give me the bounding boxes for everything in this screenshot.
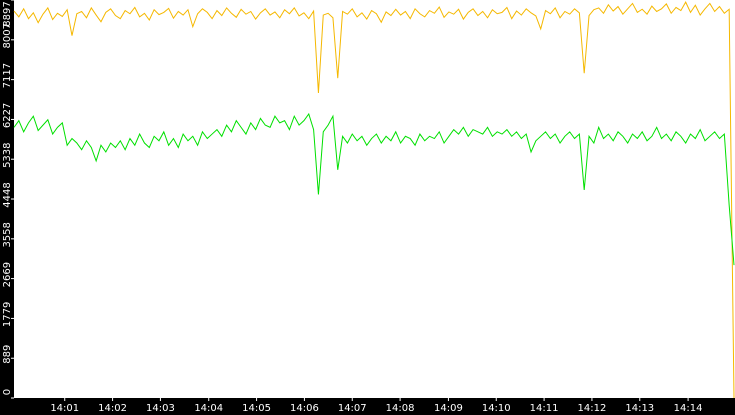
x-tick-label: 14:09 xyxy=(434,403,463,414)
y-tick-label: 8897 xyxy=(2,1,13,26)
y-tick-label: 2669 xyxy=(2,262,13,287)
y-tick-label: 1779 xyxy=(2,302,13,327)
y-tick-label: 3558 xyxy=(2,222,13,247)
y-tick-label: 6227 xyxy=(2,103,13,128)
y-tick-label: 0 xyxy=(2,389,13,395)
x-tick-label: 14:05 xyxy=(242,403,271,414)
x-tick-label: 14:02 xyxy=(98,403,127,414)
y-tick-label: 8007 xyxy=(2,23,13,48)
y-tick-label: 7117 xyxy=(2,63,13,88)
x-tick-label: 14:01 xyxy=(50,403,79,414)
x-tick-label: 14:08 xyxy=(386,403,415,414)
series-line xyxy=(13,112,735,266)
x-tick-label: 14:04 xyxy=(194,403,223,414)
plot-area xyxy=(14,0,735,398)
y-tick-label: 889 xyxy=(2,345,13,364)
x-tick-label: 14:03 xyxy=(146,403,175,414)
x-tick-label: 14:11 xyxy=(530,403,559,414)
x-tick-label: 14:14 xyxy=(674,403,703,414)
x-tick-label: 14:13 xyxy=(625,403,654,414)
x-tick-label: 14:10 xyxy=(482,403,511,414)
x-tick-label: 14:12 xyxy=(578,403,607,414)
x-tick-label: 14:06 xyxy=(290,403,319,414)
y-tick-label: 5338 xyxy=(2,142,13,167)
series-line xyxy=(13,1,735,399)
y-tick-label: 4448 xyxy=(2,182,13,207)
x-tick-label: 14:07 xyxy=(338,403,367,414)
